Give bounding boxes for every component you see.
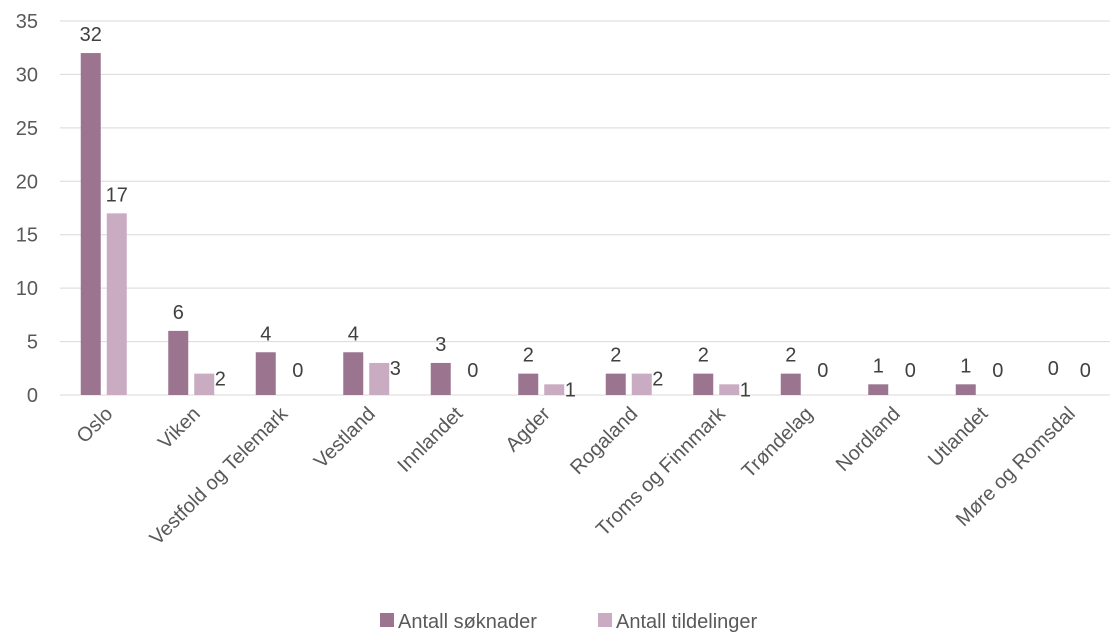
bars [80,53,976,396]
category-label: Nordland [832,403,905,476]
y-tick-label: 5 [27,332,38,354]
category-label: Oslo [73,403,118,448]
bar-soknader [693,373,714,395]
bar-soknader [255,352,276,395]
y-axis-ticks: 0 5 10 15 20 25 30 35 [16,11,38,407]
y-tick-label: 35 [16,11,38,33]
bar-soknader [168,330,189,395]
data-label-soknader: 4 [260,323,271,345]
data-label-tildelinger: 2 [652,369,663,391]
legend-label-soknader: Antall søknader [398,611,537,633]
y-tick-label: 30 [16,64,38,86]
data-label-tildelinger: 1 [565,379,576,401]
data-label-soknader: 4 [348,323,359,345]
data-label-tildelinger: 0 [1080,360,1091,382]
data-label-soknader: 1 [960,355,971,377]
category-label: Vestland [310,403,380,473]
category-label: Agder [501,403,555,457]
bar-tildelinger [369,362,390,395]
bar-soknader [343,352,364,395]
legend-swatch-tildelinger [598,613,612,627]
data-label-tildelinger: 3 [390,358,401,380]
bar-tildelinger [631,373,652,395]
legend-swatch-soknader [380,613,394,627]
data-label-tildelinger: 1 [740,379,751,401]
gridlines [60,20,1110,396]
data-label-soknader: 32 [80,24,102,46]
data-label-soknader: 1 [873,355,884,377]
category-label: Viken [154,403,205,454]
data-label-soknader: 2 [785,345,796,367]
bar-soknader [430,362,451,395]
category-label: Innlandet [394,403,468,477]
bar-soknader [518,373,539,395]
y-tick-label: 25 [16,118,38,140]
bar-soknader [780,373,801,395]
legend-label-tildelinger: Antall tildelinger [616,611,758,633]
data-label-tildelinger: 0 [992,360,1003,382]
y-tick-label: 20 [16,171,38,193]
bar-tildelinger [106,213,127,395]
category-label: Utlandet [924,403,993,472]
bar-tildelinger [194,373,215,395]
data-label-soknader: 6 [173,302,184,324]
data-label-soknader: 0 [1048,358,1059,380]
bar-tildelinger [544,384,565,395]
category-label: Rogaland [566,403,642,479]
data-label-soknader: 2 [610,345,621,367]
data-label-tildelinger: 0 [467,360,478,382]
bar-soknader [80,53,101,396]
bar-soknader [868,384,889,395]
y-tick-label: 15 [16,225,38,247]
data-label-soknader: 2 [523,345,534,367]
data-label-tildelinger: 0 [817,360,828,382]
data-label-tildelinger: 0 [292,360,303,382]
bar-tildelinger [719,384,740,395]
data-label-soknader: 3 [435,334,446,356]
data-label-tildelinger: 17 [106,184,128,206]
bar-soknader [955,384,976,395]
data-label-tildelinger: 0 [905,360,916,382]
data-label-tildelinger: 2 [215,369,226,391]
category-label: Trøndelag [738,403,817,482]
bar-soknader [605,373,626,395]
y-tick-label: 10 [16,278,38,300]
data-label-soknader: 2 [698,345,709,367]
legend: Antall søknader Antall tildelinger [380,611,758,633]
y-tick-label: 0 [27,385,38,407]
